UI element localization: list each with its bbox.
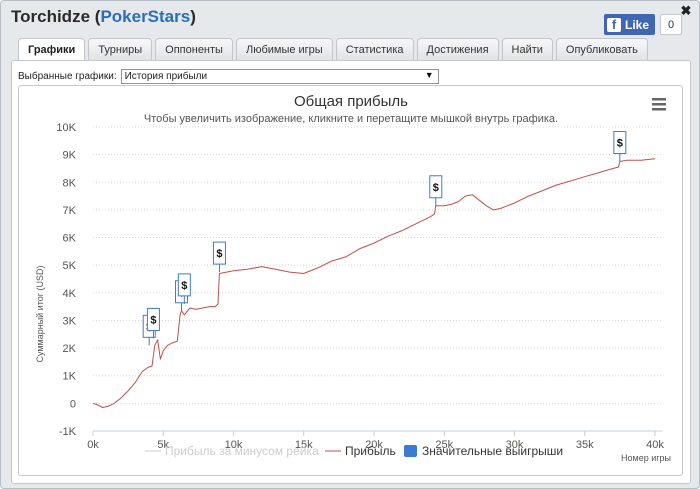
big-win-marker: $ [212, 241, 226, 273]
y-tick-label: 7K [63, 205, 77, 217]
legend-big-wins-label: Значительные выигрыши [422, 444, 563, 458]
tab-tournaments[interactable]: Турниры [88, 38, 153, 60]
profit-line [92, 158, 656, 408]
x-tick-label: 0k [87, 439, 99, 451]
big-win-marker: $ [177, 273, 191, 304]
y-tick-label: -1K [59, 426, 77, 438]
player-name: Torchidze [11, 7, 91, 26]
facebook-like-widget: f Like 0 [604, 14, 683, 35]
facebook-icon: f [607, 17, 621, 32]
chart-axes: -1K 0 1K 2K 3K 4K 5K 6K 7K 8K 9K 10K 0k 5k 10k 15k 20k 25… [56, 122, 664, 451]
big-win-marker-flag [177, 273, 191, 297]
chevron-down-icon: ▼ [424, 69, 434, 80]
profit-chart[interactable]: Общая прибыль Чтобы увеличить изображени… [18, 85, 683, 476]
tab-statistics[interactable]: Статистика [335, 38, 414, 60]
y-tick-label: 2K [63, 343, 77, 355]
x-tick-label: 15k [295, 439, 313, 451]
legend-net-profit-label: Прибыль за минусом рейка [165, 444, 319, 458]
chart-series [92, 158, 656, 408]
chart-selector-label: Выбранные графики: [18, 70, 117, 82]
big-win-marker-symbol: $ [150, 314, 156, 326]
chart-legend: Прибыль за минусом рейка Прибыль Значитель… [145, 444, 563, 458]
y-tick-label: 5K [63, 260, 77, 272]
tab-achievements[interactable]: Достижения [416, 38, 499, 60]
legend-item-big-wins: Значительные выигрыши [404, 444, 563, 458]
y-tick-label: 3K [63, 315, 77, 327]
big-win-marker-flag [429, 175, 443, 199]
legend-big-wins-swatch [404, 445, 417, 457]
tab-find[interactable]: Найти [501, 38, 553, 60]
legend-item-net-profit: Прибыль за минусом рейка [145, 444, 319, 458]
tab-bar: Графики Турниры Оппоненты Любимые игры С… [18, 38, 651, 61]
x-tick-label: 30k [506, 439, 524, 451]
chart-selector-row: Выбранные графики: История прибыли ▼ [18, 68, 439, 84]
room-close-paren: ) [190, 7, 196, 26]
y-axis-title: Суммарный итог (USD) [35, 265, 45, 362]
tab-opponents[interactable]: Оппоненты [155, 38, 233, 60]
room-open-paren: ( [94, 7, 101, 26]
big-win-marker-symbol: $ [181, 280, 187, 292]
chart-selector-value: История прибыли [124, 70, 208, 82]
y-tick-label: 1K [63, 371, 77, 383]
x-tick-label: 10k [225, 439, 243, 451]
chart-subtitle: Чтобы увеличить изображение, кликните и … [144, 113, 558, 125]
chart-canvas[interactable]: Общая прибыль Чтобы увеличить изображени… [19, 86, 684, 477]
close-icon[interactable]: ✖ [680, 3, 692, 18]
x-tick-label: 25k [435, 439, 453, 451]
tab-charts[interactable]: Графики [18, 38, 86, 61]
legend-item-profit: Прибыль [325, 444, 396, 458]
big-win-marker-flag [146, 307, 160, 331]
chart-markers: $$$$$$$ [142, 131, 627, 346]
room-name-link[interactable]: PokerStars [100, 7, 191, 26]
x-tick-label: 35k [576, 439, 594, 451]
chart-menu-icon[interactable] [652, 98, 666, 111]
big-win-marker: $ [429, 175, 443, 206]
big-win-marker-flag [212, 241, 226, 265]
x-tick-label: 40k [646, 439, 664, 451]
big-win-marker-symbol: $ [216, 248, 222, 260]
y-tick-label: 9K [63, 150, 77, 162]
tab-content-panel: Выбранные графики: История прибыли ▼ Общ… [11, 60, 691, 484]
x-tick-label: 20k [365, 439, 383, 451]
y-tick-label: 0 [70, 398, 76, 410]
x-axis-title: Номер игры [621, 453, 671, 463]
chart-title: Общая прибыль [294, 93, 408, 110]
big-win-marker-symbol: $ [617, 138, 623, 150]
tab-publish[interactable]: Опубликовать [555, 38, 648, 60]
facebook-like-count: 0 [660, 14, 683, 35]
facebook-like-button[interactable]: f Like [604, 14, 656, 35]
big-win-marker: $ [613, 131, 627, 162]
y-tick-label: 4K [63, 288, 77, 300]
y-tick-label: 10K [56, 122, 76, 134]
x-tick-label: 5k [157, 439, 169, 451]
facebook-like-label: Like [625, 17, 650, 32]
window-title: Torchidze (PokerStars) [11, 7, 196, 35]
y-tick-label: 8K [63, 177, 77, 189]
legend-profit-label: Прибыль [345, 444, 396, 458]
big-win-marker: $ [146, 307, 160, 339]
big-win-marker-flag [613, 131, 627, 155]
y-tick-label: 6K [63, 233, 77, 245]
tab-favorite-games[interactable]: Любимые игры [235, 38, 333, 60]
chart-selector-dropdown[interactable]: История прибыли ▼ [120, 68, 439, 84]
big-win-marker-symbol: $ [433, 182, 439, 194]
